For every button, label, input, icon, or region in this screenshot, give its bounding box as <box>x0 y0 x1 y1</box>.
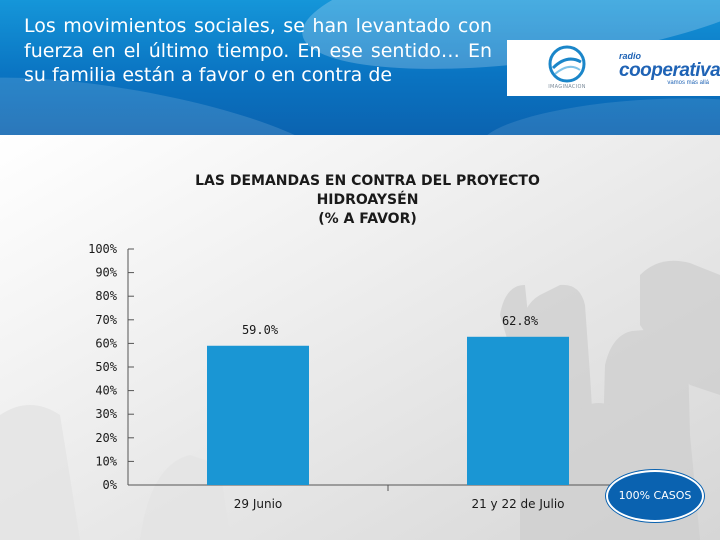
sample-size-badge: 100% CASOS <box>606 470 704 522</box>
survey-question: Los movimientos sociales, se han levanta… <box>24 15 492 86</box>
y-tick-label: 30% <box>95 407 117 421</box>
bar-1 <box>207 345 309 485</box>
y-tick-label: 50% <box>95 360 117 374</box>
cooperativa-logo: radio cooperativa vamos más allá <box>619 51 720 87</box>
cooperativa-logo-main: cooperativa <box>619 60 720 81</box>
y-tick-label: 60% <box>95 336 117 350</box>
bar-value-label-1: 59.0% <box>242 323 279 337</box>
imaginacion-globe-icon <box>548 45 586 83</box>
y-tick-label: 10% <box>95 454 117 468</box>
y-tick-label: 70% <box>95 313 117 327</box>
category-label-2: 21 y 22 de Julio <box>471 497 564 511</box>
cooperativa-logo-tagline: vamos más allá <box>667 80 709 86</box>
logo-panel: IMAGINACION radio cooperativa vamos más … <box>507 40 720 96</box>
y-tick-label: 100% <box>88 242 118 256</box>
y-tick-label: 40% <box>95 384 117 398</box>
y-tick-label: 90% <box>95 266 117 280</box>
chart-title-line-3: (% A FAVOR) <box>318 211 417 227</box>
y-tick-label: 0% <box>103 478 118 492</box>
bar-value-label-2: 62.8% <box>502 314 539 328</box>
header-banner: Los movimientos sociales, se han levanta… <box>0 0 720 135</box>
chart-title-line-2: HIDROAYSÉN <box>316 192 419 208</box>
background-fists-image <box>0 135 720 540</box>
category-label-1: 29 Junio <box>234 497 283 511</box>
y-tick-label: 80% <box>95 289 117 303</box>
chart-title: LAS DEMANDAS EN CONTRA DEL PROYECTO HIDR… <box>180 172 555 229</box>
chart-title-line-1: LAS DEMANDAS EN CONTRA DEL PROYECTO <box>195 173 540 189</box>
cooperativa-logo-small: radio <box>619 51 642 61</box>
imaginacion-logo-text: IMAGINACION <box>548 84 586 90</box>
bar-2 <box>467 336 569 485</box>
y-tick-label: 20% <box>95 431 117 445</box>
